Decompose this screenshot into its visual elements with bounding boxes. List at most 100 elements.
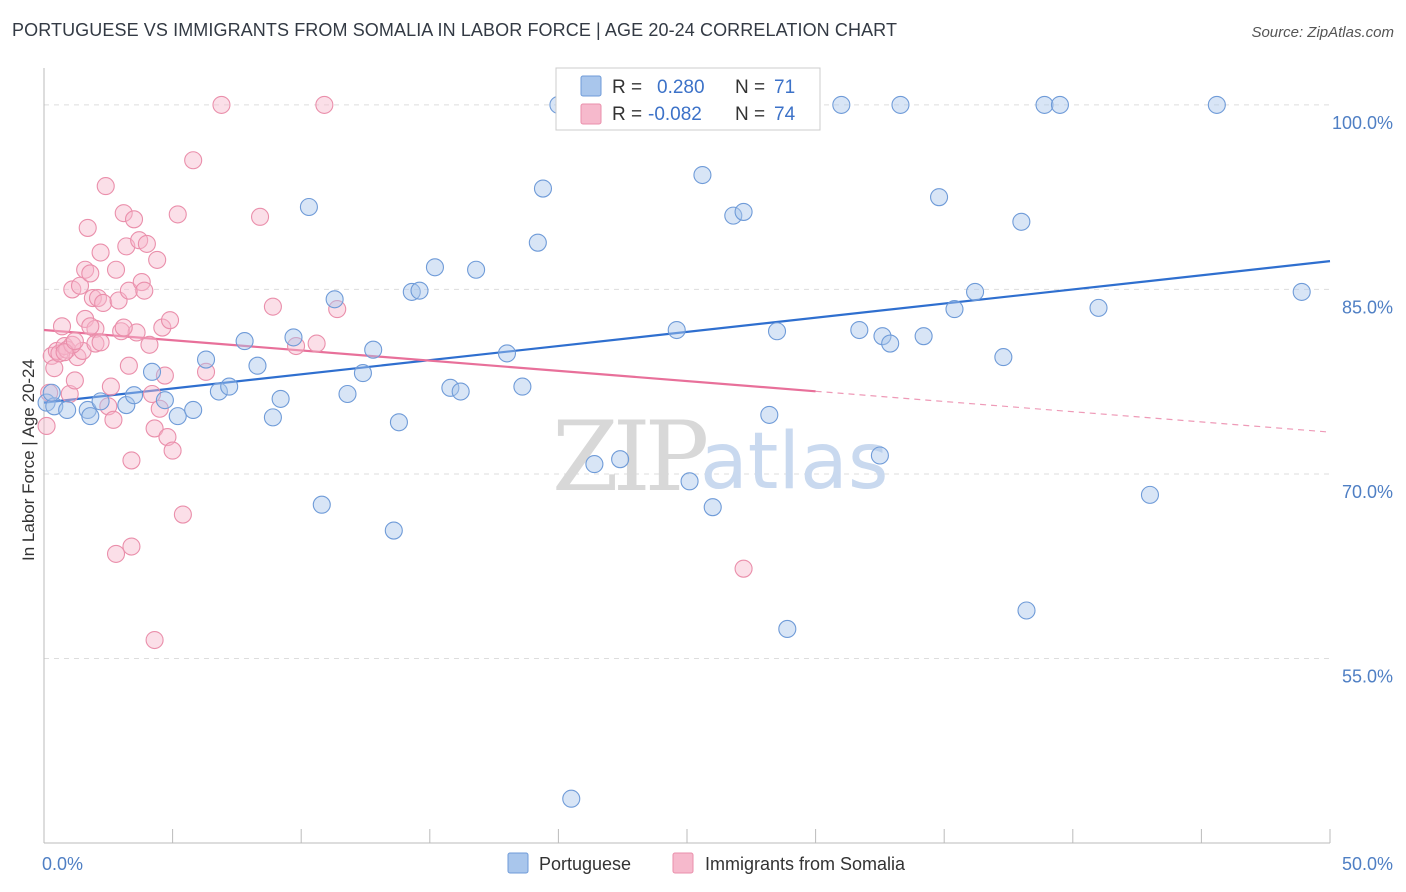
portuguese-point-2	[58, 400, 77, 420]
axes	[43, 68, 1331, 844]
portuguese-point-27	[384, 521, 403, 540]
portuguese-point-41	[611, 450, 630, 469]
somalia-point-52	[163, 441, 182, 460]
portuguese-point-21	[299, 197, 318, 217]
somalia-point-11	[65, 371, 84, 390]
somalia-point-22	[88, 288, 108, 308]
portuguese-point-48	[760, 405, 779, 424]
legend-r-label-1: R =	[612, 77, 642, 98]
y-tick-labels: 55.0% 70.0% 85.0% 100.0%	[1332, 113, 1393, 687]
legend-swatch-portuguese	[580, 75, 602, 97]
portuguese-point-8	[124, 386, 144, 405]
portuguese-point-64	[1035, 95, 1054, 114]
portuguese-point-53	[870, 446, 889, 465]
bottom-legend-portuguese: Portuguese	[539, 854, 631, 874]
legend-n-label-1: N =	[735, 77, 765, 98]
somalia-point-32	[114, 204, 133, 223]
bottom-legend-somalia: Immigrants from Somalia	[705, 854, 906, 874]
portuguese-point-49	[767, 322, 787, 341]
portuguese-point-11	[168, 407, 187, 426]
somalia-point-73	[81, 317, 100, 336]
portuguese-point-23	[325, 290, 344, 309]
portuguese-point-22	[312, 495, 331, 514]
somalia-point-71	[114, 318, 133, 337]
portuguese-point-46	[724, 206, 743, 225]
portuguese-point-24	[338, 384, 357, 404]
trend-line-0	[43, 260, 1331, 404]
somalia-point-0	[37, 416, 56, 436]
portuguese-point-32	[441, 378, 460, 397]
watermark-atlas: atlas	[700, 417, 889, 507]
somalia-point-62	[315, 95, 334, 114]
legend-n-value-2: 74	[774, 104, 796, 125]
source-label: Source: ZipAtlas.com	[1251, 24, 1394, 41]
somalia-point-9	[60, 384, 79, 404]
portuguese-point-38	[533, 179, 553, 198]
portuguese-point-28	[389, 413, 408, 432]
somalia-point-29	[106, 260, 126, 279]
legend-r-value-2: -0.082	[648, 104, 702, 125]
portuguese-point-20	[284, 328, 303, 347]
legend-r-label-2: R =	[612, 104, 642, 125]
portuguese-point-30	[410, 281, 429, 300]
somalia-point-27	[101, 377, 120, 396]
portuguese-point-33	[451, 382, 470, 401]
portuguese-point-37	[528, 233, 547, 252]
portuguese-point-58	[930, 188, 949, 207]
somalia-point-20	[86, 319, 105, 338]
portuguese-point-17	[248, 356, 267, 375]
portuguese-point-3	[42, 383, 61, 402]
somalia-point-69	[55, 343, 74, 362]
x-tick-label-min: 0.0%	[42, 854, 83, 874]
y-axis-label: In Labor Force | Age 20-24	[19, 359, 38, 561]
portuguese-point-25	[353, 364, 372, 383]
somalia-point-18	[81, 264, 100, 283]
somalia-point-72	[91, 333, 110, 352]
legend-n-label-2: N =	[735, 104, 765, 125]
portuguese-point-14	[209, 382, 228, 401]
bottom-legend: Portuguese Immigrants from Somalia	[507, 852, 906, 874]
portuguese-point-56	[891, 95, 910, 114]
portuguese-point-16	[235, 332, 254, 351]
somalia-point-61	[307, 334, 326, 353]
portuguese-point-6	[91, 392, 110, 411]
somalia-point-23	[91, 243, 110, 262]
somalia-point-45	[145, 419, 164, 438]
somalia-point-53	[168, 205, 187, 224]
portuguese-point-19	[271, 389, 290, 408]
somalia-points	[37, 95, 753, 650]
somalia-point-28	[104, 410, 123, 429]
portuguese-point-44	[693, 165, 712, 185]
portuguese-point-26	[364, 340, 383, 359]
portuguese-point-12	[184, 400, 203, 420]
somalia-point-37	[124, 210, 144, 229]
chart-title: PORTUGUESE VS IMMIGRANTS FROM SOMALIA IN…	[12, 20, 898, 40]
portuguese-point-60	[966, 282, 985, 301]
portuguese-point-69	[1292, 282, 1311, 301]
somalia-point-47	[150, 399, 169, 418]
portuguese-point-52	[850, 320, 869, 340]
legend-n-value-1: 71	[774, 77, 795, 98]
somalia-point-43	[140, 335, 159, 354]
portuguese-point-29	[402, 282, 421, 301]
portuguese-point-47	[734, 202, 753, 221]
legend-box: R = 0.280 N = 71 R = -0.082 N = 74	[555, 67, 821, 131]
trend-line-1-dashed	[815, 390, 1331, 433]
portuguese-point-51	[832, 95, 851, 114]
watermark-zip: ZIP	[552, 401, 707, 513]
legend-r-value-1: 0.280	[657, 77, 705, 98]
somalia-point-50	[158, 427, 177, 447]
portuguese-points	[37, 95, 1311, 808]
y-tick-label-85: 85.0%	[1342, 297, 1393, 317]
portuguese-point-61	[994, 348, 1013, 367]
portuguese-point-62	[1012, 212, 1031, 231]
somalia-point-13	[70, 276, 90, 295]
somalia-point-67	[734, 559, 753, 578]
portuguese-point-18	[263, 408, 282, 427]
somalia-point-36	[122, 451, 141, 470]
x-tick-label-max: 50.0%	[1342, 854, 1393, 874]
somalia-point-48	[153, 318, 172, 337]
bottom-legend-swatch-portuguese	[507, 852, 529, 874]
legend-swatch-somalia	[580, 103, 602, 125]
